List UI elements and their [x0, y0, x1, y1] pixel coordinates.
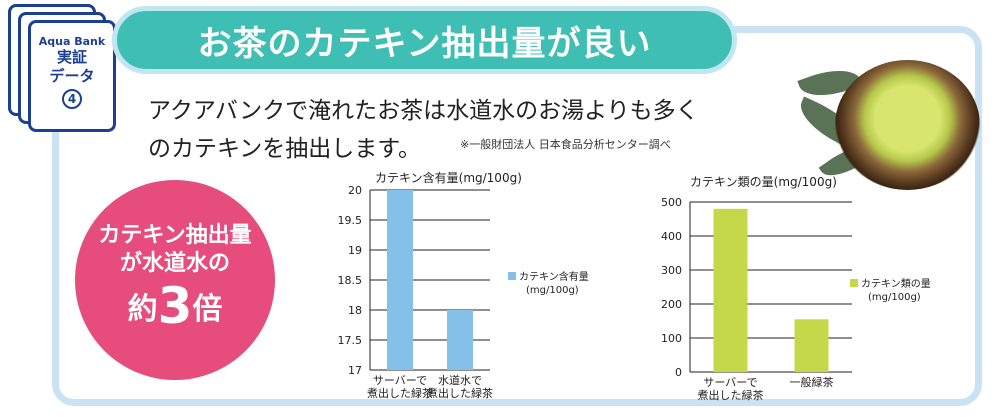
legend-label: (mg/100g) [526, 285, 579, 296]
y-tick-label: 0 [675, 366, 682, 379]
highlight-prefix: 約 [127, 292, 158, 327]
y-tick-label: 300 [661, 264, 682, 277]
highlight-circle: カテキン抽出量 が水道水の 約3倍 [75, 180, 275, 380]
y-tick-label: 19.5 [338, 214, 363, 227]
lead-line2: のカテキンを抽出します。 [148, 136, 422, 162]
page-title: お茶のカテキン抽出量が良い [197, 23, 652, 64]
legend-label: カテキン含有量 [519, 270, 589, 283]
brand-logo: Aqua Bank [38, 35, 106, 48]
evidence-badge: Aqua Bank 実証 データ 4 [28, 20, 116, 132]
y-tick-label: 400 [661, 230, 682, 243]
chart-catechin-content: カテキン含有量(mg/100g)1717.51818.51919.520サーバー… [338, 170, 589, 400]
y-tick-label: 18.5 [338, 274, 363, 287]
highlight-suffix: 倍 [192, 292, 223, 327]
bar [447, 310, 473, 370]
bar [387, 190, 413, 370]
chart-catechin-amount: カテキン類の量(mg/100g)0100200300400500サーバーで煮出し… [661, 175, 931, 402]
x-tick-label: 水道水で [438, 373, 482, 387]
badge-number: 4 [62, 89, 82, 109]
bar [713, 208, 748, 372]
y-tick-label: 19 [348, 244, 362, 257]
x-tick-label: 煮出した緑茶 [367, 386, 433, 400]
legend-label: (mg/100g) [868, 292, 921, 303]
x-tick-label: 煮出した緑茶 [427, 386, 493, 400]
badge-line1: 実証 [56, 48, 87, 66]
lead-line1: アクアバンクで淹れたお茶は水道水のお湯よりも多く [148, 98, 699, 124]
x-tick-label: 一般緑茶 [790, 375, 834, 389]
chart-title: カテキン類の量(mg/100g) [690, 175, 837, 189]
y-tick-label: 17.5 [338, 334, 363, 347]
legend-swatch [508, 272, 516, 280]
highlight-line2: が水道水の [119, 251, 230, 276]
lead-text: アクアバンクで淹れたお茶は水道水のお湯よりも多く のカテキンを抽出します。 [148, 92, 699, 168]
y-tick-label: 100 [661, 332, 682, 345]
legend-swatch [850, 279, 858, 287]
bar [794, 319, 829, 372]
x-tick-label: 煮出した緑茶 [698, 388, 764, 402]
y-tick-label: 20 [348, 184, 362, 197]
y-tick-label: 17 [348, 364, 362, 377]
title-banner: お茶のカテキン抽出量が良い [112, 6, 737, 74]
legend-label: カテキン類の量 [861, 278, 931, 290]
y-tick-label: 200 [661, 298, 682, 311]
y-tick-label: 500 [661, 196, 682, 209]
tea-cup-image [835, 60, 980, 190]
highlight-line1: カテキン抽出量 [98, 223, 252, 248]
x-tick-label: サーバーで [703, 376, 757, 389]
highlight-number: 3 [157, 277, 193, 335]
highlight-line3: 約3倍 [75, 278, 275, 338]
badge-line2: データ [49, 67, 95, 85]
x-tick-label: サーバーで [373, 374, 427, 387]
chart-title: カテキン含有量(mg/100g) [375, 170, 522, 185]
source-note: ※一般財団法人 日本食品分析センター調べ [460, 138, 671, 151]
y-tick-label: 18 [348, 304, 362, 317]
